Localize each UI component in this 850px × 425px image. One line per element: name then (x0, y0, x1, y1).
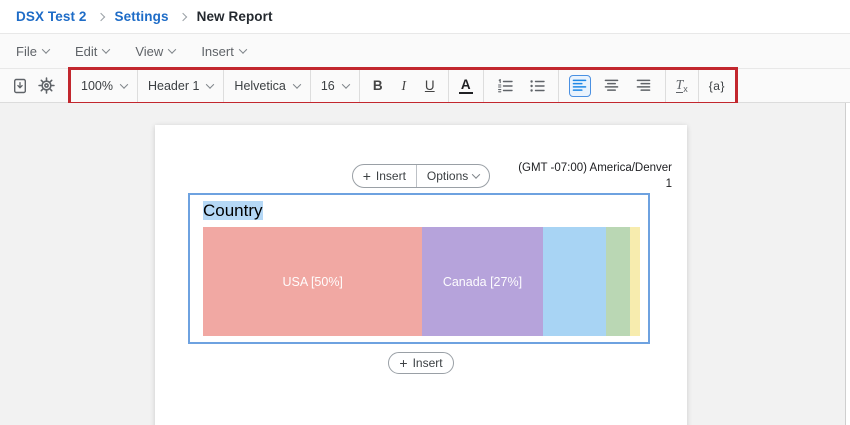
ordered-list-button[interactable] (494, 75, 516, 97)
bar-segment[interactable] (606, 227, 631, 336)
font-family-value: Helvetica (234, 78, 286, 93)
options-label: Options (426, 169, 469, 183)
chart-title[interactable]: Country (203, 201, 263, 221)
paragraph-style-dropdown[interactable]: Header 1 (138, 70, 223, 102)
vertical-scrollbar[interactable] (845, 103, 850, 425)
toolbar-divider (309, 69, 311, 102)
align-left-icon (572, 79, 587, 91)
align-right-button[interactable] (633, 75, 655, 97)
menu-file[interactable]: File (16, 43, 51, 59)
align-center-button[interactable] (601, 75, 623, 97)
chevron-down-icon (341, 79, 350, 89)
menu-view[interactable]: View (135, 43, 177, 59)
bold-button[interactable]: B (372, 78, 383, 93)
chart-element[interactable]: Country USA [50%] Canada [27%] (188, 193, 650, 344)
chevron-down-icon (119, 79, 129, 89)
chart-title-text: Country (203, 201, 263, 220)
plus-icon: + (399, 355, 408, 371)
plus-icon: + (362, 168, 371, 184)
settings-button[interactable] (34, 74, 58, 98)
bullet-list-icon (530, 79, 545, 92)
toolbar-divider (482, 69, 484, 102)
bottom-insert-label: Insert (412, 356, 443, 370)
toolbar-divider (447, 69, 449, 102)
zoom-dropdown[interactable]: 100% (71, 70, 137, 102)
chevron-down-icon (102, 45, 111, 54)
toolbar-divider (136, 69, 138, 102)
formatting-toolbar: 100% Header 1 Helvetica 16 B I U A (0, 66, 850, 105)
menu-edit[interactable]: Edit (74, 43, 111, 59)
chevron-right-icon (96, 12, 105, 21)
variable-button[interactable]: {a} (708, 78, 725, 93)
font-family-dropdown[interactable]: Helvetica (224, 70, 309, 102)
bullet-list-button[interactable] (526, 75, 548, 97)
chevron-down-icon (168, 45, 177, 54)
toolbar-divider (358, 69, 360, 102)
editor-canvas: + Insert Options (GMT -07:00) America/De… (0, 103, 850, 425)
page-number: 1 (665, 177, 672, 190)
menu-insert-label: Insert (201, 43, 234, 59)
italic-button[interactable]: I (401, 77, 407, 93)
font-size-value: 16 (320, 78, 335, 93)
chevron-down-icon (292, 79, 302, 89)
toolbar-divider (664, 69, 666, 102)
bar-segment-label: USA [50%] (282, 274, 343, 289)
clear-formatting-x: x (683, 84, 688, 94)
align-left-button[interactable] (568, 74, 591, 97)
chevron-down-icon (206, 79, 215, 89)
chevron-down-icon (472, 170, 481, 179)
menu-bar: File Edit View Insert (0, 34, 850, 69)
breadcrumb-item-workspace[interactable]: DSX Test 2 (16, 9, 87, 24)
stacked-bar[interactable]: USA [50%] Canada [27%] (203, 227, 640, 336)
breadcrumb-item-current: New Report (196, 9, 273, 24)
chevron-down-icon (41, 45, 51, 54)
menu-file-label: File (16, 43, 37, 59)
clear-formatting-button[interactable]: Tx (675, 77, 688, 94)
timezone-block: (GMT -07:00) America/Denver 1 (518, 161, 672, 192)
breadcrumb: DSX Test 2 Settings New Report (0, 0, 850, 34)
toolbar-divider (697, 69, 699, 102)
menu-edit-label: Edit (74, 43, 98, 59)
chevron-right-icon (178, 12, 187, 21)
insert-button[interactable]: + Insert (353, 165, 416, 187)
bottom-insert-button[interactable]: + Insert (388, 352, 454, 374)
zoom-value: 100% (81, 78, 113, 93)
align-center-icon (604, 79, 619, 91)
toolbar-divider (557, 69, 559, 102)
insert-label: Insert (375, 169, 406, 183)
menu-insert[interactable]: Insert (201, 43, 248, 59)
pill-divider (415, 165, 417, 187)
bar-segment[interactable] (630, 227, 640, 336)
align-right-icon (636, 79, 651, 91)
bar-segment[interactable]: USA [50%] (203, 227, 423, 336)
paragraph-style-value: Header 1 (147, 78, 200, 93)
menu-view-label: View (135, 43, 164, 59)
annotation-box: 100% Header 1 Helvetica 16 B I U A (68, 66, 738, 105)
document-download-icon (14, 78, 27, 93)
chevron-down-icon (238, 45, 248, 54)
report-page[interactable]: + Insert Options (GMT -07:00) America/De… (155, 125, 687, 425)
font-size-dropdown[interactable]: 16 (311, 70, 359, 102)
options-button[interactable]: Options (417, 165, 489, 187)
toolbar-divider (223, 69, 225, 102)
underline-button[interactable]: U (424, 78, 435, 93)
timezone-label: (GMT -07:00) America/Denver (518, 162, 672, 174)
insert-options-button-group: + Insert Options (351, 164, 491, 188)
bar-segment[interactable]: Canada [27%] (422, 227, 543, 336)
bar-segment[interactable] (542, 227, 607, 336)
bar-segment-label: Canada [27%] (442, 274, 523, 289)
text-color-button[interactable]: A (458, 77, 473, 94)
gear-icon (37, 77, 55, 94)
export-document-button[interactable] (8, 74, 32, 98)
clear-formatting-t: T (675, 77, 684, 93)
breadcrumb-item-settings[interactable]: Settings (114, 9, 169, 24)
ordered-list-icon (497, 78, 513, 92)
